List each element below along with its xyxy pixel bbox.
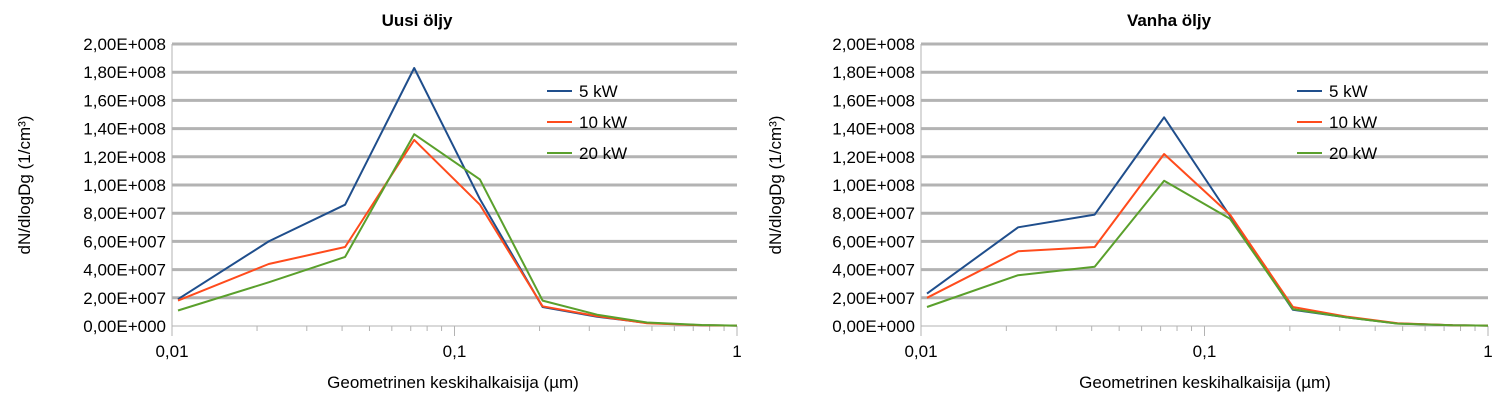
y-tick-label: 4,00E+007 — [832, 261, 915, 280]
y-tick-label: 8,00E+007 — [83, 204, 166, 223]
legend: 5 kW 10 kW 20 kW — [547, 82, 627, 163]
series-line-10-kw — [926, 153, 1489, 327]
series-line-5-kw — [177, 67, 738, 327]
x-tick-label: 0,1 — [443, 342, 467, 361]
y-tick-label: 4,00E+007 — [83, 261, 166, 280]
chart-title: Uusi öljy — [382, 11, 453, 30]
legend-label: 5 kW — [1329, 82, 1368, 101]
y-tick-label: 1,60E+008 — [832, 91, 915, 110]
legend-label: 5 kW — [579, 82, 618, 101]
y-tick-label: 1,40E+008 — [832, 120, 915, 139]
x-axis-label: Geometrinen keskihalkaisija (µm) — [327, 373, 579, 392]
chart-svg-uusi-oljy: Uusi öljy Geometrinen keskihalkaisija (µ… — [15, 11, 742, 392]
y-tick-label: 1,20E+008 — [83, 148, 166, 167]
y-tick-label: 1,80E+008 — [832, 63, 915, 82]
series-lines — [926, 116, 1489, 327]
y-tick-label: 1,00E+008 — [83, 176, 166, 195]
x-tick-label: 1 — [732, 342, 741, 361]
y-tick-label: 1,00E+008 — [832, 176, 915, 195]
y-tick-label: 6,00E+007 — [832, 232, 915, 251]
x-tick-label: 0,01 — [155, 342, 188, 361]
series-line-20-kw — [177, 133, 738, 327]
y-tick-label: 2,00E+008 — [832, 35, 915, 54]
legend-label: 20 kW — [1329, 144, 1377, 163]
x-tick-label: 1 — [1483, 342, 1492, 361]
y-axis-label: dN/dlogDg (1/cm³) — [15, 116, 34, 255]
y-tick-label: 6,00E+007 — [83, 232, 166, 251]
chart-vanha-oljy: Vanha öljy Geometrinen keskihalkaisija (… — [751, 0, 1502, 400]
chart-title: Vanha öljy — [1127, 11, 1212, 30]
x-ticks — [920, 326, 1489, 336]
x-tick-label: 0,01 — [904, 342, 937, 361]
chart-uusi-oljy: Uusi öljy Geometrinen keskihalkaisija (µ… — [15, 11, 742, 392]
series-lines — [177, 67, 738, 327]
series-line-5-kw — [926, 116, 1489, 327]
y-tick-label: 0,00E+000 — [83, 317, 166, 336]
gridlines — [921, 42, 1488, 300]
y-tick-label: 8,00E+007 — [832, 204, 915, 223]
x-tick-label: 0,1 — [1193, 342, 1217, 361]
x-axis-label: Geometrinen keskihalkaisija (µm) — [1079, 373, 1331, 392]
y-tick-label: 0,00E+000 — [832, 317, 915, 336]
series-line-20-kw — [926, 179, 1489, 327]
y-tick-label: 2,00E+008 — [83, 35, 166, 54]
legend-label: 10 kW — [579, 113, 627, 132]
gridlines — [172, 42, 737, 300]
legend: 5 kW 10 kW 20 kW — [1297, 82, 1377, 163]
y-tick-label: 1,80E+008 — [83, 63, 166, 82]
y-tick-label: 1,40E+008 — [83, 120, 166, 139]
legend-label: 10 kW — [1329, 113, 1377, 132]
y-tick-label: 2,00E+007 — [832, 289, 915, 308]
y-axis-label: dN/dlogDg (1/cm³) — [766, 116, 785, 255]
chart-svg-vanha-oljy: Vanha öljy Geometrinen keskihalkaisija (… — [766, 11, 1493, 392]
legend-label: 20 kW — [579, 144, 627, 163]
y-tick-label: 2,00E+007 — [83, 289, 166, 308]
y-tick-label: 1,60E+008 — [83, 91, 166, 110]
x-ticks — [171, 326, 738, 336]
y-tick-label: 1,20E+008 — [832, 148, 915, 167]
